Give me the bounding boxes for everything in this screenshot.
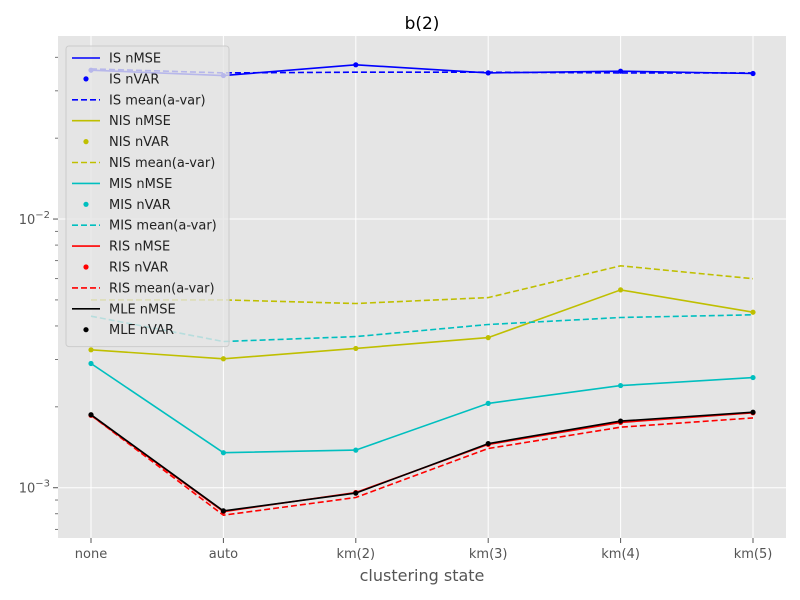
series-mle-nmse: [90, 411, 754, 512]
data-point: [220, 356, 226, 362]
legend-marker: [83, 76, 89, 82]
legend-entry: IS nVAR: [83, 72, 159, 87]
legend-label: IS mean(a-var): [109, 93, 206, 108]
x-tick-label: km(2): [336, 547, 375, 562]
legend-label: MIS mean(a-var): [109, 219, 217, 234]
legend-label: IS nMSE: [109, 52, 161, 67]
legend-marker: [83, 327, 89, 333]
y-tick-label-exponent: −2: [35, 210, 50, 221]
legend-label: RIS nVAR: [109, 261, 168, 276]
legend-entry: IS nMSE: [72, 52, 161, 67]
series-ris-mean: [90, 414, 754, 517]
data-point: [618, 382, 624, 389]
legend-label: RIS nMSE: [109, 240, 170, 255]
legend-label: MIS nVAR: [109, 198, 171, 213]
legend-entry: NIS nMSE: [72, 114, 171, 129]
y-tick-label-exponent: −3: [35, 479, 50, 490]
y-tick-label-base: 10: [19, 213, 36, 228]
x-tick-label: km(4): [601, 547, 640, 562]
series-line: [90, 411, 754, 512]
data-point: [220, 450, 226, 456]
x-tick-label: km(5): [734, 547, 773, 562]
data-point: [88, 347, 94, 353]
data-point: [750, 309, 756, 315]
y-tick-label-base: 10: [19, 482, 36, 497]
data-point: [485, 440, 491, 447]
x-tick-label: auto: [209, 547, 238, 562]
x-tick-label: none: [75, 547, 107, 562]
data-point: [750, 374, 756, 381]
legend-label: MLE nVAR: [109, 323, 174, 338]
x-axis-label: clustering state: [360, 566, 485, 585]
series-nis-nmse: [90, 289, 754, 360]
y-tick-label: 10−3: [19, 479, 50, 497]
legend-entry: MIS mean(a-var): [72, 219, 217, 234]
legend-entry: MLE nMSE: [72, 302, 176, 317]
legend-entry: RIS nMSE: [72, 240, 170, 255]
legend-label: RIS mean(a-var): [109, 281, 215, 296]
data-point: [220, 508, 226, 514]
legend-entry: MLE nVAR: [83, 323, 174, 338]
data-point: [618, 418, 624, 424]
data-point: [618, 68, 624, 74]
legend-box: [65, 45, 230, 348]
series-line: [90, 362, 754, 454]
legend-label: NIS mean(a-var): [109, 156, 215, 171]
legend-label: MLE nMSE: [109, 302, 176, 317]
legend-entry: IS mean(a-var): [72, 93, 206, 108]
y-tick-label: 10−2: [19, 210, 50, 228]
legend-marker: [83, 139, 89, 145]
legend-marker: [83, 201, 89, 207]
legend-label: MIS nMSE: [109, 177, 172, 192]
legend-entry: MIS nVAR: [83, 198, 171, 213]
data-point: [353, 62, 359, 68]
series-mis-nvar: [88, 360, 756, 456]
x-tick-label: km(3): [469, 547, 508, 562]
legend-entry: NIS mean(a-var): [72, 156, 215, 171]
legend-marker: [83, 264, 89, 270]
data-point: [618, 287, 624, 293]
legend-label: NIS nMSE: [109, 114, 171, 129]
legend-label: IS nVAR: [109, 72, 159, 87]
data-point: [485, 335, 491, 341]
data-point: [353, 490, 359, 496]
series-line: [90, 414, 754, 517]
data-point: [485, 400, 491, 406]
series-mis-nmse: [90, 362, 754, 454]
series-line: [90, 289, 754, 360]
legend: IS nMSE IS nVAR IS mean(a-var) NIS nMSE NIS …: [65, 45, 230, 348]
legend-label: NIS nVAR: [109, 135, 169, 150]
data-point: [750, 409, 756, 415]
legend-entry: MIS nMSE: [72, 177, 172, 192]
data-point: [88, 412, 94, 418]
legend-entry: RIS nVAR: [83, 261, 168, 276]
data-point: [353, 345, 359, 352]
data-point: [353, 447, 359, 453]
legend-entry: RIS mean(a-var): [72, 281, 215, 296]
data-point: [88, 360, 94, 367]
chart-title: b(2): [405, 14, 440, 34]
legend-entry: NIS nVAR: [83, 135, 169, 150]
series-mle-nvar: [88, 409, 756, 514]
series-nis-nvar: [88, 287, 756, 362]
